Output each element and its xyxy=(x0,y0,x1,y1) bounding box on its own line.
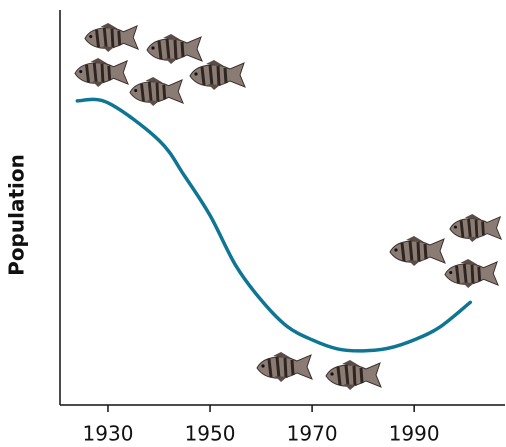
x-tick-label: 1970 xyxy=(287,422,338,446)
y-axis-title: Population xyxy=(5,154,29,276)
fish-decorations xyxy=(73,23,503,390)
x-tick-label: 1950 xyxy=(185,422,236,446)
x-tick-label: 1990 xyxy=(389,422,440,446)
population-line xyxy=(75,97,473,353)
x-tick-label: 1930 xyxy=(83,422,134,446)
